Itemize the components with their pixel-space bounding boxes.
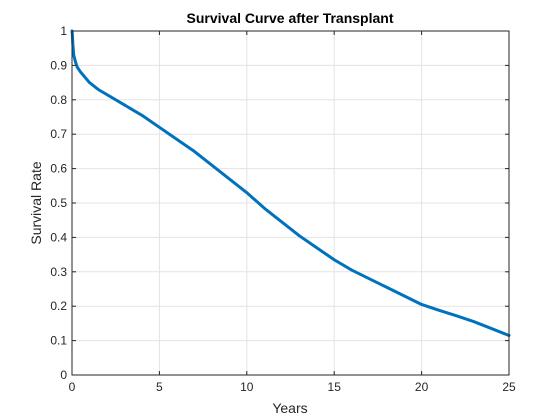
y-tick-label: 1 <box>60 24 67 38</box>
y-tick-label: 0.3 <box>50 265 67 279</box>
series-layer <box>70 29 511 337</box>
x-tick-label: 10 <box>240 380 254 394</box>
x-tick-label: 15 <box>328 380 342 394</box>
x-axis-label: Years <box>272 400 307 416</box>
y-axis-label: Survival Rate <box>28 161 44 244</box>
y-tick-label: 0.5 <box>50 196 67 210</box>
y-tick-label: 0.4 <box>50 230 67 244</box>
survival-series-line <box>70 29 511 337</box>
y-tick-label: 0.1 <box>50 334 67 348</box>
y-tick-label: 0 <box>60 368 67 382</box>
x-tick-label: 5 <box>156 380 163 394</box>
y-tick-label: 0.7 <box>50 127 67 141</box>
y-tick-label: 0.2 <box>50 299 67 313</box>
y-tick-label: 0.6 <box>50 162 67 176</box>
chart-title: Survival Curve after Transplant <box>187 10 394 26</box>
axis-ticks: 0 5 10 15 20 25 0 0.1 0.2 0.3 0.4 0.5 0.6 0.7 0.8 0.9 1 <box>50 24 516 394</box>
x-tick-label: 20 <box>415 380 429 394</box>
y-tick-label: 0.9 <box>50 58 67 72</box>
y-tick-label: 0.8 <box>50 93 67 107</box>
x-tick-label: 25 <box>502 380 516 394</box>
x-tick-label: 0 <box>69 380 76 394</box>
